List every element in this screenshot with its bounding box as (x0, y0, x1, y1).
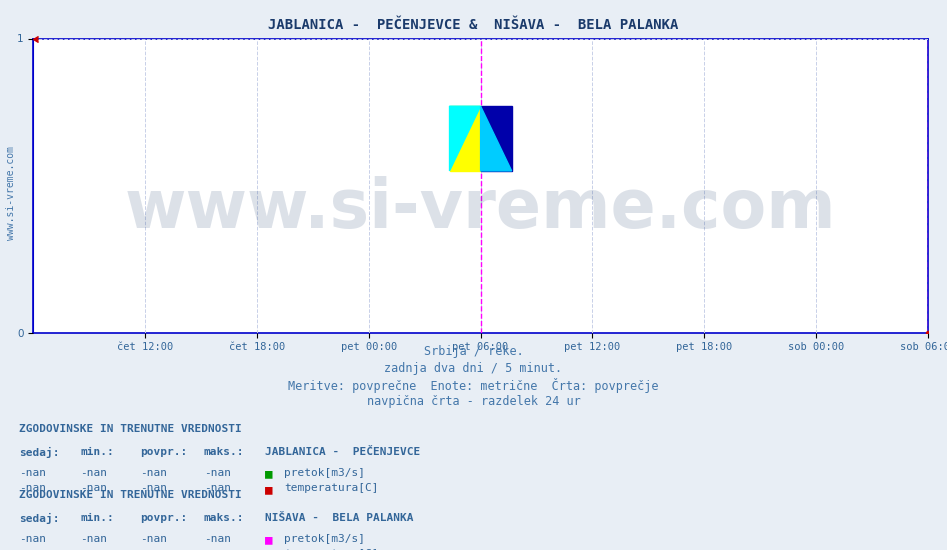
Text: JABLANICA -  PEČENJEVCE &  NIŠAVA -  BELA PALANKA: JABLANICA - PEČENJEVCE & NIŠAVA - BELA P… (268, 18, 679, 31)
Text: Meritve: povprečne  Enote: metrične  Črta: povprečje: Meritve: povprečne Enote: metrične Črta:… (288, 378, 659, 393)
Bar (480, 106, 511, 171)
Text: ZGODOVINSKE IN TRENUTNE VREDNOSTI: ZGODOVINSKE IN TRENUTNE VREDNOSTI (19, 424, 241, 433)
Text: sedaj:: sedaj: (19, 513, 60, 524)
Text: -nan: -nan (19, 483, 46, 493)
Text: -nan: -nan (19, 468, 46, 477)
Text: min.:: min.: (80, 447, 115, 457)
Text: povpr.:: povpr.: (140, 513, 188, 523)
Text: ■: ■ (265, 468, 273, 481)
Text: JABLANICA -  PEČENJEVCE: JABLANICA - PEČENJEVCE (265, 447, 420, 457)
Text: -nan: -nan (204, 468, 231, 477)
Text: -nan: -nan (204, 549, 231, 550)
Text: www.si-vreme.com: www.si-vreme.com (125, 176, 836, 242)
Text: Srbija / reke.: Srbija / reke. (423, 345, 524, 359)
Text: ZGODOVINSKE IN TRENUTNE VREDNOSTI: ZGODOVINSKE IN TRENUTNE VREDNOSTI (19, 490, 241, 499)
Text: zadnja dva dni / 5 minut.: zadnja dva dni / 5 minut. (384, 362, 563, 375)
Text: -nan: -nan (19, 549, 46, 550)
Text: -nan: -nan (140, 483, 168, 493)
Text: ■: ■ (265, 534, 273, 547)
Text: maks.:: maks.: (204, 447, 244, 457)
Polygon shape (450, 106, 480, 171)
Text: pretok[m3/s]: pretok[m3/s] (284, 468, 366, 477)
Bar (450, 106, 480, 171)
Text: -nan: -nan (140, 549, 168, 550)
Text: www.si-vreme.com: www.si-vreme.com (7, 146, 16, 239)
Polygon shape (480, 106, 511, 171)
Text: -nan: -nan (19, 534, 46, 543)
Text: -nan: -nan (80, 483, 108, 493)
Text: min.:: min.: (80, 513, 115, 523)
Text: -nan: -nan (140, 468, 168, 477)
Text: temperatura[C]: temperatura[C] (284, 483, 379, 493)
Text: pretok[m3/s]: pretok[m3/s] (284, 534, 366, 543)
Text: ■: ■ (265, 483, 273, 496)
Text: -nan: -nan (204, 534, 231, 543)
Text: -nan: -nan (140, 534, 168, 543)
Text: -nan: -nan (80, 534, 108, 543)
Text: sedaj:: sedaj: (19, 447, 60, 458)
Text: temperatura[C]: temperatura[C] (284, 549, 379, 550)
Text: -nan: -nan (80, 549, 108, 550)
Text: -nan: -nan (80, 468, 108, 477)
Text: maks.:: maks.: (204, 513, 244, 523)
Text: ■: ■ (265, 549, 273, 550)
Text: navpična črta - razdelek 24 ur: navpična črta - razdelek 24 ur (366, 395, 581, 408)
Text: -nan: -nan (204, 483, 231, 493)
Text: NIŠAVA -  BELA PALANKA: NIŠAVA - BELA PALANKA (265, 513, 414, 523)
Text: povpr.:: povpr.: (140, 447, 188, 457)
